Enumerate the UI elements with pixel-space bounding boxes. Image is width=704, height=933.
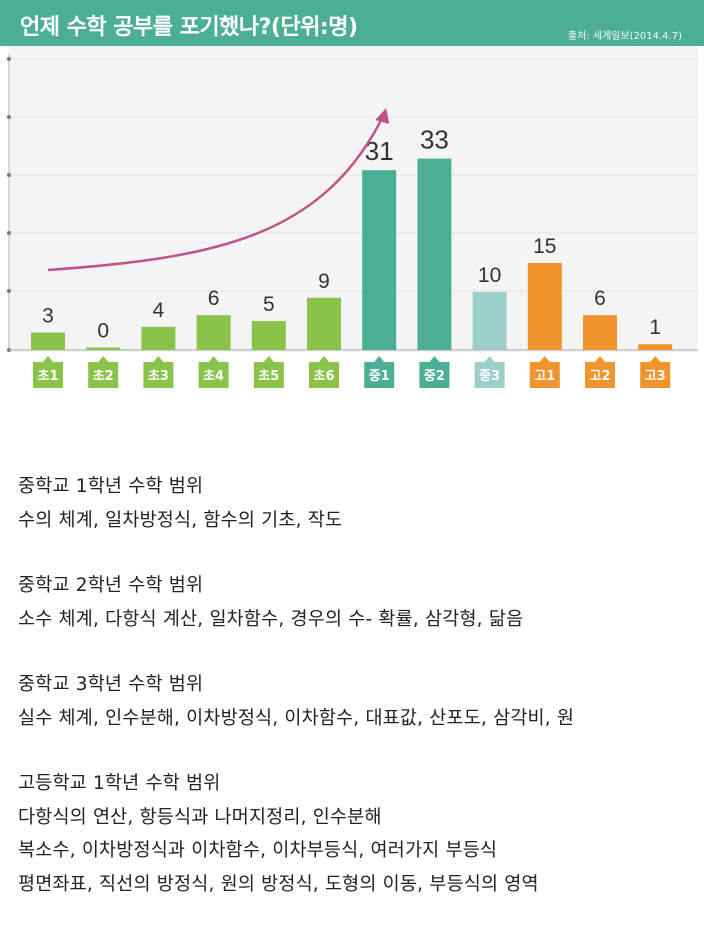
y-tick	[7, 115, 11, 119]
data-label: 6	[208, 287, 220, 310]
note-line: 실수 체계, 인수분해, 이차방정식, 이차함수, 대표값, 산포도, 삼각비,…	[18, 707, 575, 729]
bar	[638, 344, 673, 350]
note-section: 중학교 1학년 수학 범위 수의 체계, 일차방정식, 함수의 기초, 작도	[18, 470, 698, 537]
category-tag	[253, 362, 284, 388]
data-label: 15	[533, 235, 556, 258]
bar	[362, 170, 397, 350]
data-label: 10	[478, 264, 501, 287]
y-tick	[7, 289, 11, 293]
plot-background	[8, 46, 698, 352]
chart-title: 언제 수학 공부를 포기했나?(단위:명)	[20, 15, 358, 40]
y-tick	[7, 231, 11, 235]
note-section: 중학교 3학년 수학 범위 실수 체계, 인수분해, 이차방정식, 이차함수, …	[18, 668, 698, 735]
note-section: 고등학교 1학년 수학 범위 다항식의 연산, 항등식과 나머지정리, 인수분해…	[18, 767, 698, 901]
category-label: 초4	[203, 369, 224, 384]
category-tag-pointer	[539, 356, 550, 362]
category-tag	[364, 362, 395, 388]
category-tag	[419, 362, 450, 388]
category-label: 중2	[424, 369, 445, 384]
data-label: 6	[594, 287, 606, 310]
note-line: 평면좌표, 직선의 방정식, 원의 방정식, 도형의 이동, 부등식의 영역	[18, 873, 539, 895]
data-label: 5	[263, 293, 275, 316]
data-label: 0	[97, 320, 109, 343]
category-label: 초6	[313, 369, 334, 384]
category-tag-pointer	[484, 356, 495, 362]
trend-arrowhead	[375, 108, 390, 124]
note-heading: 중학교 1학년 수학 범위	[18, 476, 204, 497]
category-tag-pointer	[43, 356, 53, 362]
category-label: 초2	[93, 369, 114, 384]
chart-header: 언제 수학 공부를 포기했나?(단위:명) 출처: 세계일보(2014.4.7)	[0, 0, 704, 46]
bar	[141, 326, 176, 350]
data-label: 4	[153, 299, 165, 322]
category-tag-pointer	[374, 356, 385, 362]
data-label: 3	[42, 305, 54, 328]
bar	[251, 321, 286, 350]
note-line: 소수 체계, 다항식 계산, 일차함수, 경우의 수- 확률, 삼각형, 닮음	[18, 608, 524, 630]
category-tag-pointer	[650, 356, 661, 362]
y-tick	[7, 173, 11, 177]
bar	[417, 158, 452, 350]
note-line: 수의 체계, 일차방정식, 함수의 기초, 작도	[18, 509, 343, 531]
note-heading: 중학교 2학년 수학 범위	[18, 575, 204, 596]
category-tag	[529, 362, 560, 388]
data-label: 33	[420, 125, 449, 155]
category-tag-pointer	[98, 356, 109, 362]
bar-chart: 3 초1 0 초2 4 초3 6 초4 5 초5 9 초6 31 중1 33 중2 10 중3 15 고1 6 고2 1 고3	[0, 46, 704, 398]
bar	[307, 297, 341, 350]
note-heading: 고등학교 1학년 수학 범위	[18, 773, 221, 794]
category-label: 고1	[534, 369, 555, 384]
bar	[86, 347, 121, 350]
category-tag	[198, 362, 229, 388]
bar	[472, 292, 507, 350]
category-tag-pointer	[208, 356, 219, 362]
category-tag-pointer	[263, 356, 274, 362]
category-tag	[640, 362, 671, 388]
note-line: 복소수, 이차방정식과 이차함수, 이차부등식, 여러가지 부등식	[18, 840, 498, 861]
category-label: 고2	[589, 369, 610, 384]
category-label: 중1	[369, 369, 390, 384]
category-tag	[474, 362, 505, 388]
category-label: 초1	[37, 369, 58, 384]
note-heading: 중학교 3학년 수학 범위	[18, 674, 204, 695]
bar	[583, 315, 617, 350]
category-tag	[88, 362, 119, 388]
category-label: 고3	[645, 369, 666, 384]
category-tag-pointer	[153, 356, 164, 362]
category-label: 중3	[479, 369, 500, 384]
chart-source: 출처: 세계일보(2014.4.7)	[567, 31, 682, 42]
note-section: 중학교 2학년 수학 범위 소수 체계, 다항식 계산, 일차함수, 경우의 수…	[18, 569, 698, 636]
category-label: 초3	[148, 369, 169, 384]
category-tag-pointer	[319, 356, 329, 362]
category-tag	[585, 362, 615, 388]
data-label: 9	[318, 270, 330, 293]
category-tag	[143, 362, 174, 388]
bar	[527, 263, 562, 350]
data-label: 1	[649, 316, 661, 339]
category-tag	[309, 362, 339, 388]
bar	[31, 332, 65, 350]
note-line: 다항식의 연산, 항등식과 나머지정리, 인수분해	[18, 806, 382, 828]
y-tick	[7, 57, 11, 61]
trend-arrow	[47, 115, 385, 272]
curriculum-notes: 중학교 1학년 수학 범위 수의 체계, 일차방정식, 함수의 기초, 작도 중…	[18, 470, 698, 933]
bar	[196, 315, 231, 350]
category-tag-pointer	[595, 356, 605, 362]
category-tag-pointer	[429, 356, 440, 362]
category-tag	[33, 362, 63, 388]
category-label: 초5	[258, 369, 279, 384]
